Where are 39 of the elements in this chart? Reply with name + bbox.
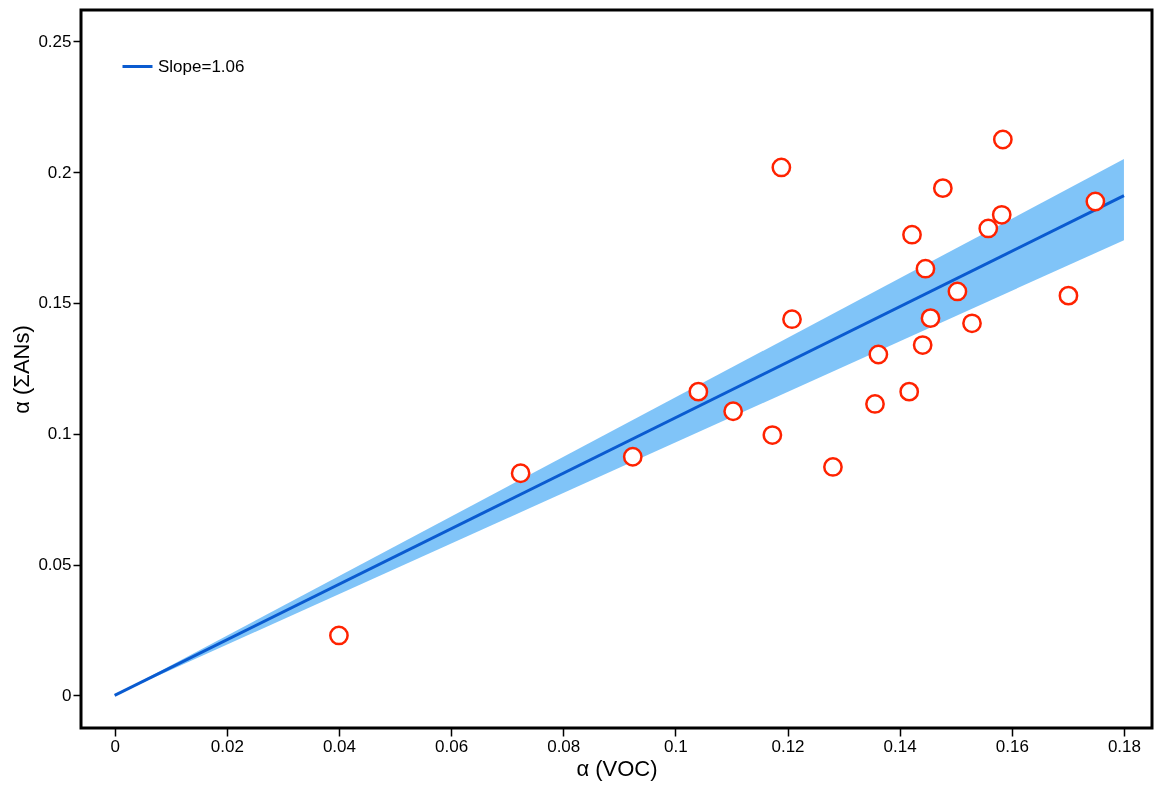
point <box>915 258 936 279</box>
point <box>899 381 920 402</box>
x-tick-label: 0.02 <box>210 736 244 756</box>
point <box>688 381 709 402</box>
point <box>978 218 999 239</box>
point <box>1085 191 1106 212</box>
point <box>992 129 1013 150</box>
point <box>762 425 783 445</box>
point <box>947 281 968 302</box>
x-tick-label: 0.12 <box>771 736 805 756</box>
x-tick-label: 0.18 <box>1107 736 1142 756</box>
point <box>868 344 889 365</box>
y-axis-title: α (ΣANs) <box>9 325 35 414</box>
y-tick-label: 0.15 <box>38 293 72 313</box>
y-tick-label: 0.1 <box>47 424 72 444</box>
x-tick-label: 0.14 <box>883 736 917 756</box>
point <box>329 625 349 646</box>
y-tick-label: 0.2 <box>47 162 72 182</box>
x-tick-label: 0.06 <box>435 736 469 756</box>
x-tick-label: 0.08 <box>547 736 581 756</box>
y-tick-label: 0 <box>62 685 72 705</box>
x-tick-label: 0.16 <box>995 736 1029 756</box>
y-tick-label: 0.25 <box>38 31 72 51</box>
point <box>912 335 933 355</box>
point <box>723 401 744 422</box>
point <box>771 157 792 178</box>
point <box>920 308 941 329</box>
x-tick-label: 0 <box>110 736 120 756</box>
point <box>932 178 953 199</box>
point <box>510 463 531 484</box>
point <box>902 224 922 245</box>
y-tick-label: 0.05 <box>38 555 72 575</box>
x-tick-label: 0.04 <box>322 736 356 756</box>
legend-label: Slope=1.06 <box>158 56 245 76</box>
point <box>1058 285 1079 306</box>
point <box>622 446 643 467</box>
x-axis-title: α (VOC) <box>576 755 658 781</box>
x-tick-label: 0.1 <box>664 736 688 756</box>
point <box>962 313 982 334</box>
